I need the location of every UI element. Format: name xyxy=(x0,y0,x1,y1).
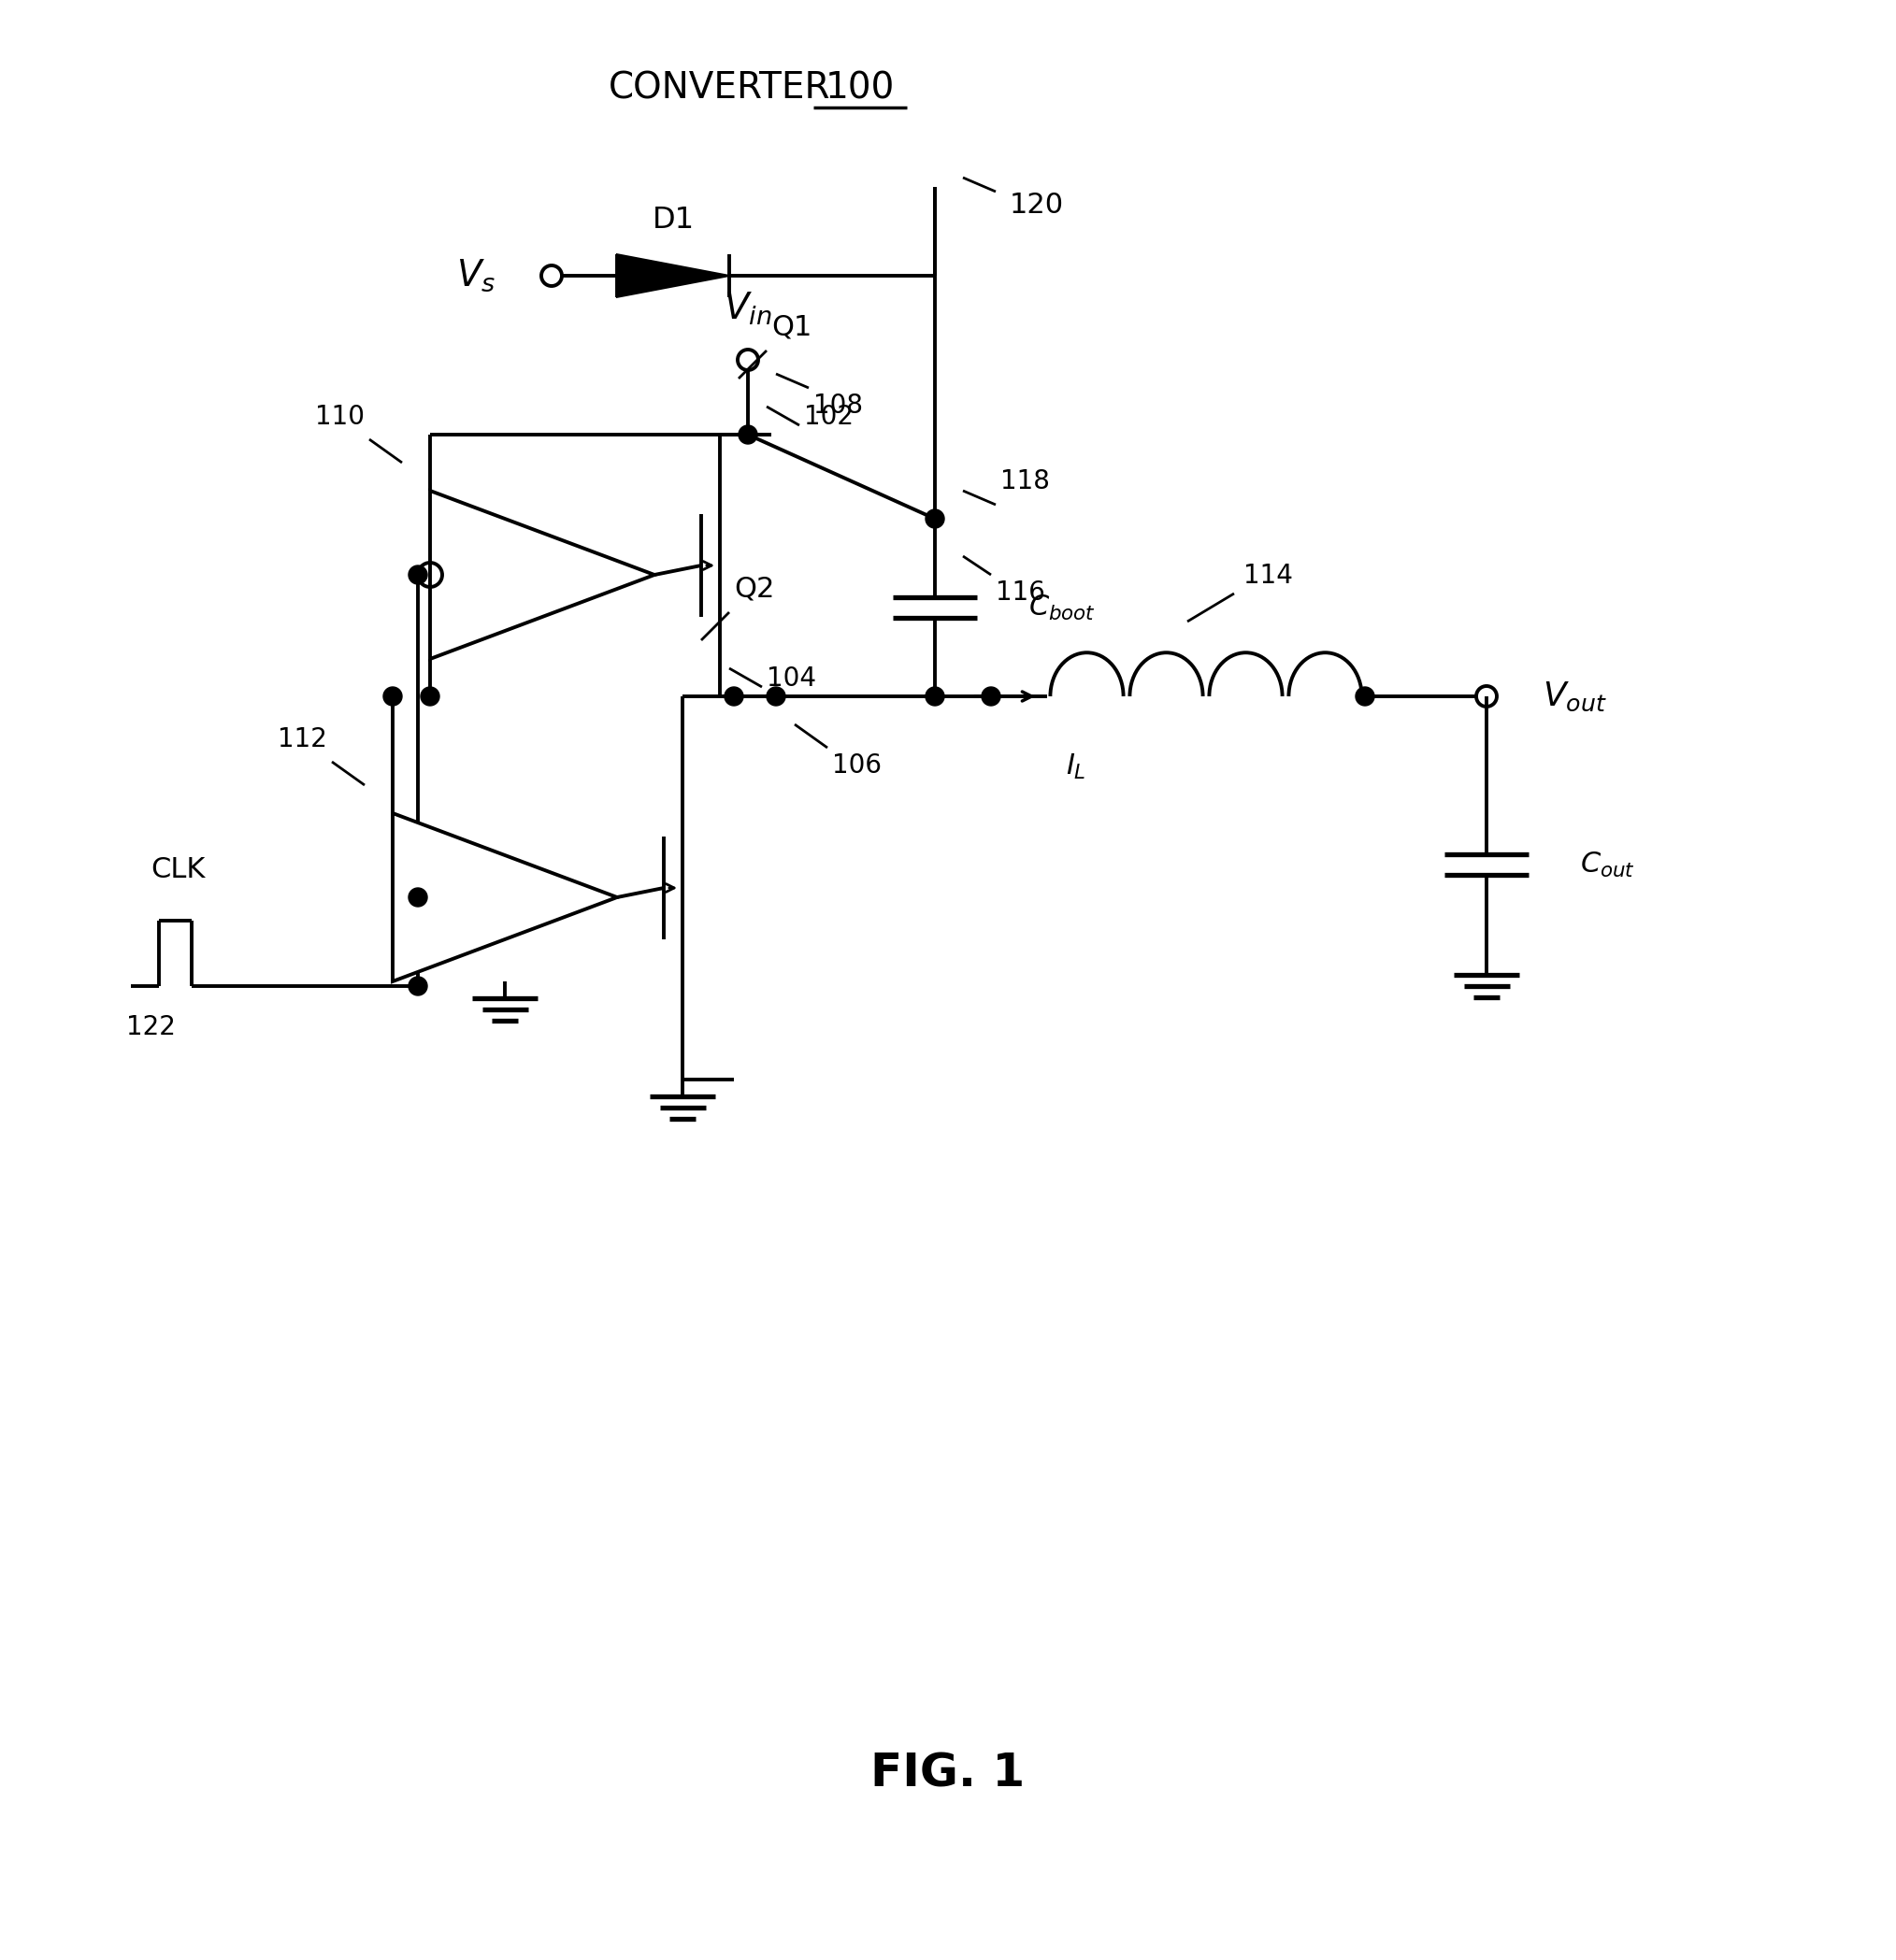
Circle shape xyxy=(421,688,440,706)
Circle shape xyxy=(739,425,757,445)
Polygon shape xyxy=(616,255,730,298)
Circle shape xyxy=(724,688,743,706)
Circle shape xyxy=(982,688,1001,706)
Circle shape xyxy=(383,688,402,706)
Circle shape xyxy=(766,688,785,706)
Text: $V_s$: $V_s$ xyxy=(457,257,495,294)
Text: $C_{out}$: $C_{out}$ xyxy=(1579,851,1634,880)
Text: 106: 106 xyxy=(832,753,882,778)
Text: 120: 120 xyxy=(1011,192,1064,220)
Text: $C_{boot}$: $C_{boot}$ xyxy=(1028,594,1096,621)
Text: CONVERTER: CONVERTER xyxy=(609,71,830,106)
Text: $V_{in}$: $V_{in}$ xyxy=(724,290,772,327)
Polygon shape xyxy=(430,490,654,659)
Circle shape xyxy=(408,976,427,996)
Circle shape xyxy=(408,566,427,584)
Text: 116: 116 xyxy=(995,580,1045,606)
Text: D1: D1 xyxy=(652,206,694,233)
Text: 100: 100 xyxy=(825,71,895,106)
Text: FIG. 1: FIG. 1 xyxy=(870,1750,1026,1795)
Text: 118: 118 xyxy=(1001,468,1050,494)
Text: $I_L$: $I_L$ xyxy=(1066,753,1086,782)
Circle shape xyxy=(1356,688,1375,706)
Text: Q2: Q2 xyxy=(734,576,774,604)
Text: 110: 110 xyxy=(315,404,364,429)
Text: 122: 122 xyxy=(127,1013,176,1041)
Text: Q1: Q1 xyxy=(772,314,811,341)
Text: $V_{out}$: $V_{out}$ xyxy=(1543,680,1608,713)
Circle shape xyxy=(925,510,944,527)
Circle shape xyxy=(925,688,944,706)
Text: 108: 108 xyxy=(813,392,863,419)
Text: 112: 112 xyxy=(279,727,328,753)
Text: 104: 104 xyxy=(766,666,815,692)
Circle shape xyxy=(408,888,427,907)
Text: CLK: CLK xyxy=(150,857,205,884)
Text: 102: 102 xyxy=(804,404,853,429)
Text: 114: 114 xyxy=(1244,563,1293,588)
Polygon shape xyxy=(392,813,616,982)
